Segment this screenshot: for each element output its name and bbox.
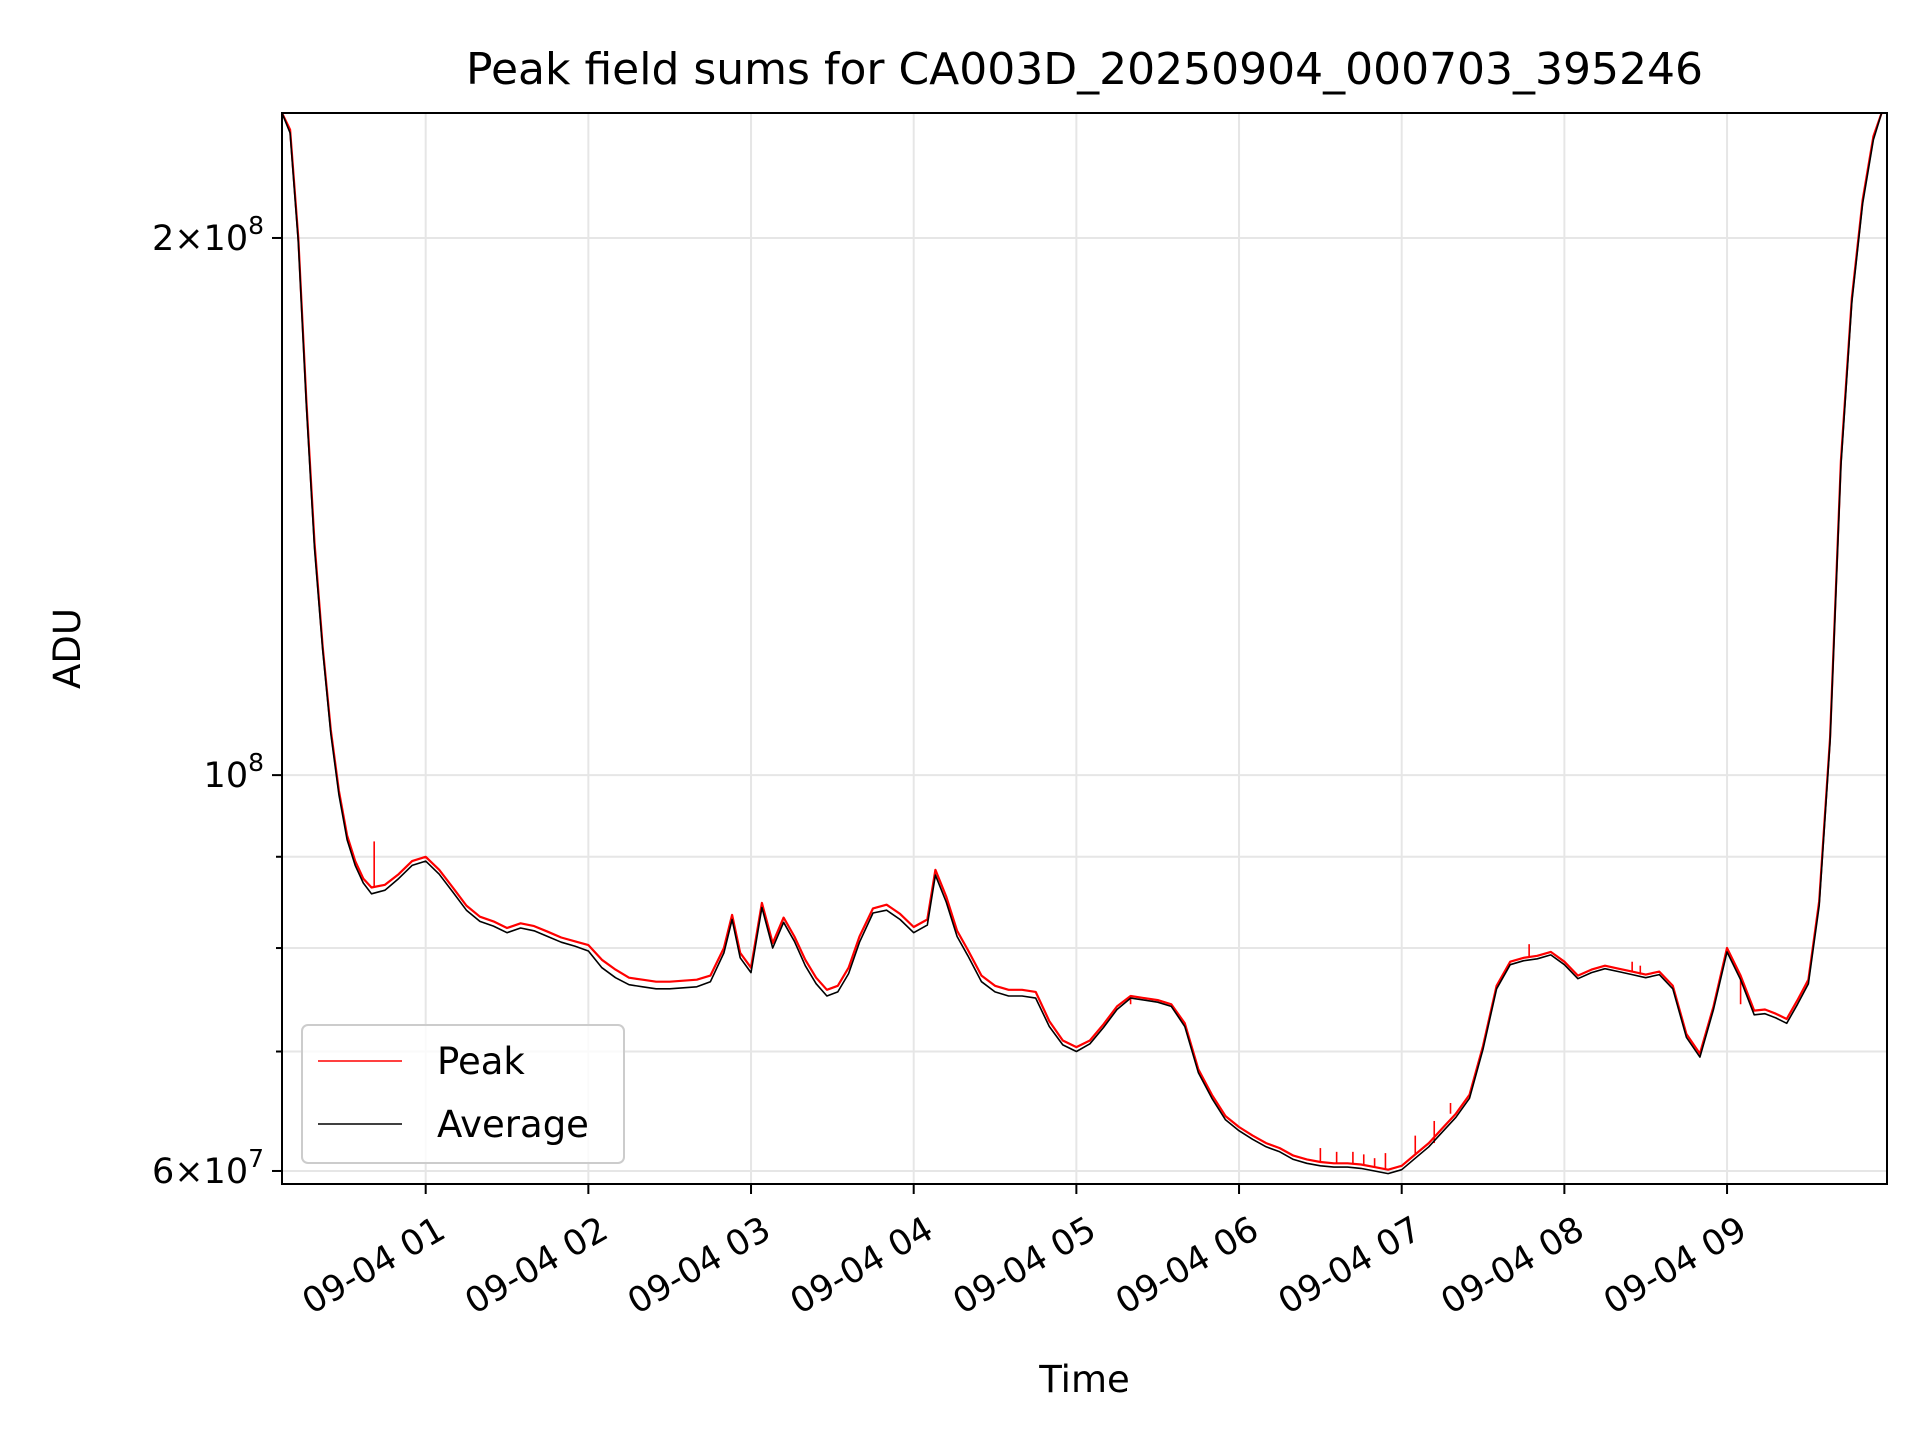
legend-label-average: Average (437, 1103, 589, 1146)
plot-frame (281, 112, 1888, 1185)
plot-area (282, 113, 1883, 1175)
grid (282, 113, 1887, 1184)
y-axis-label: ADU (46, 608, 89, 689)
y-axis: 6×107 108 2×108 (152, 211, 282, 1192)
legend-label-peak: Peak (437, 1040, 525, 1083)
series-line-peak (282, 113, 1883, 1171)
x-axis-label: Time (1038, 1358, 1130, 1401)
chart-title: Peak field sums for CA003D_20250904_0007… (466, 44, 1703, 95)
legend: Peak Average (301, 1024, 625, 1164)
series-layer (282, 113, 1883, 1175)
y-tick-label: 2×108 (152, 211, 264, 259)
legend-box (301, 1024, 625, 1164)
series-line-average (282, 113, 1883, 1175)
y-tick-label: 108 (204, 748, 264, 796)
y-tick-label: 6×107 (152, 1144, 264, 1192)
